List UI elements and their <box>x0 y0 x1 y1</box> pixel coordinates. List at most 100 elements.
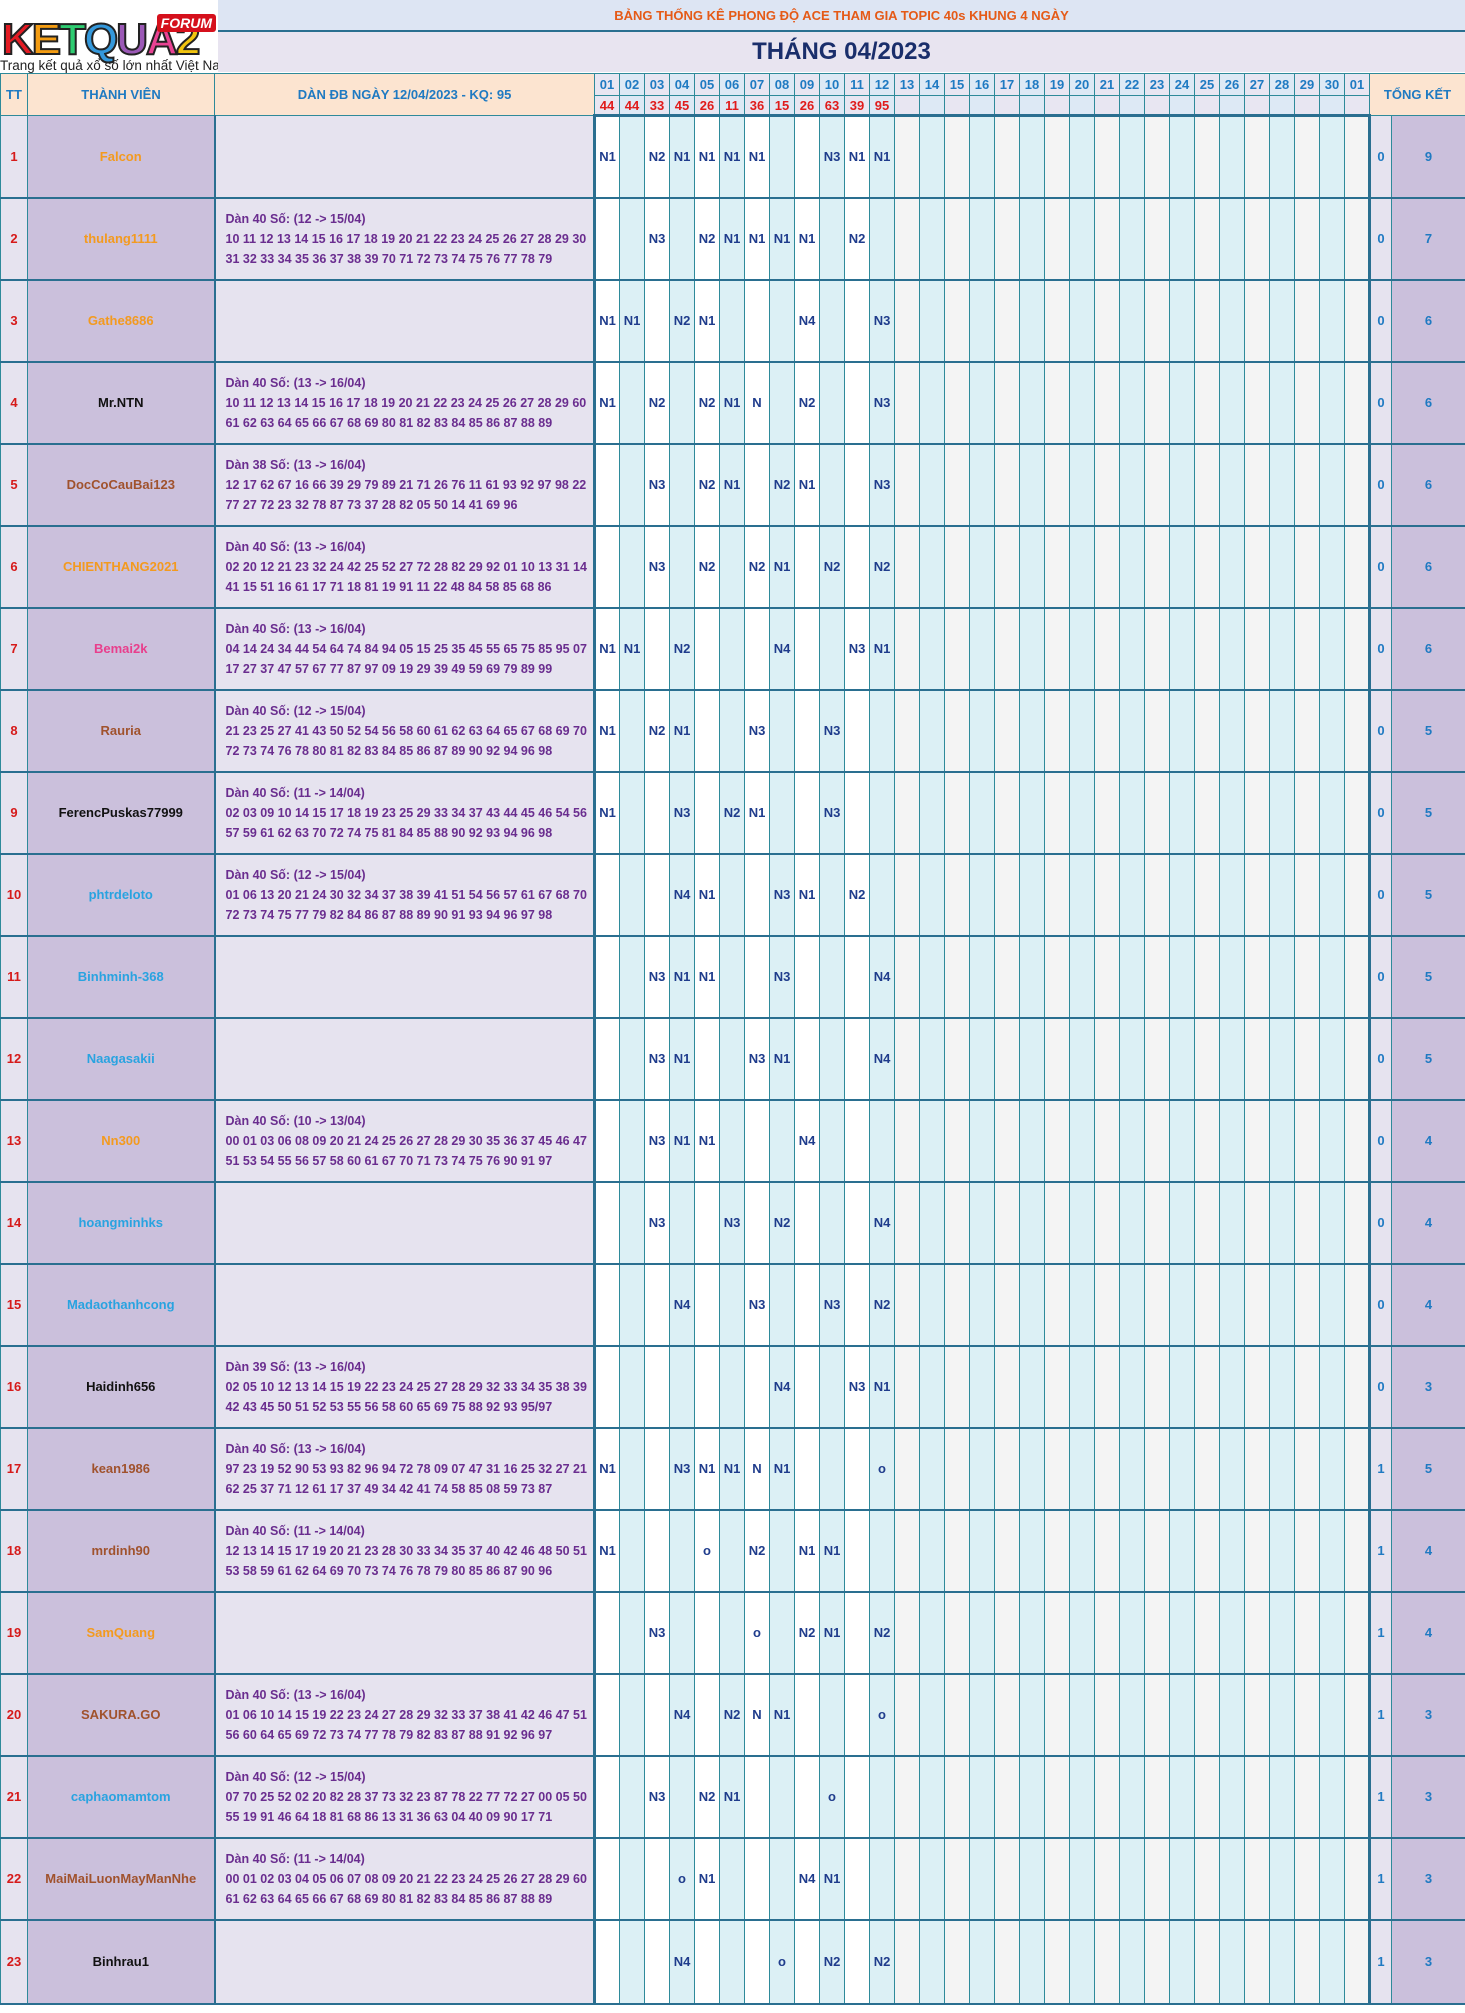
day-cell: N1 <box>694 853 720 937</box>
day-cell <box>969 525 995 609</box>
day-cell <box>969 1591 995 1675</box>
day-cell <box>769 1837 795 1921</box>
day-cell: N2 <box>769 443 795 527</box>
day-cell <box>1144 361 1170 445</box>
day-cell <box>844 1509 870 1593</box>
day-cell <box>1169 361 1195 445</box>
day-cell <box>1094 443 1120 527</box>
day-cell <box>1144 1755 1170 1839</box>
day-cell: N2 <box>719 771 745 855</box>
day-cell <box>1069 1673 1095 1757</box>
member-name[interactable]: thulang1111 <box>27 197 216 281</box>
member-name[interactable]: caphaomamtom <box>27 1755 216 1839</box>
day-cell <box>769 1755 795 1839</box>
day-cell <box>1169 607 1195 691</box>
day-cell <box>1094 689 1120 773</box>
member-name[interactable]: Mr.NTN <box>27 361 216 445</box>
member-name[interactable]: Haidinh656 <box>27 1345 216 1429</box>
member-name[interactable]: mrdinh90 <box>27 1509 216 1593</box>
day-cell <box>1044 1919 1070 2005</box>
day-cell <box>719 525 745 609</box>
table-row: 21 caphaomamtom Dàn 40 Số: (12 -> 15/04) 07… <box>0 1755 1465 1839</box>
member-name[interactable]: Binhrau1 <box>27 1919 216 2005</box>
day-cell <box>1269 853 1295 937</box>
day-cell <box>719 279 745 363</box>
day-cell <box>1194 1919 1220 2005</box>
day-cell <box>1069 279 1095 363</box>
day-cell <box>794 1181 820 1265</box>
member-name[interactable]: SAKURA.GO <box>27 1673 216 1757</box>
day-result <box>1019 95 1045 117</box>
total-hit: 1 <box>1368 1509 1392 1593</box>
member-name[interactable]: Madaothanhcong <box>27 1263 216 1347</box>
day-cell <box>844 771 870 855</box>
member-name[interactable]: DocCoCauBai123 <box>27 443 216 527</box>
member-name[interactable]: hoangminhks <box>27 1181 216 1265</box>
member-name[interactable]: phtrdeloto <box>27 853 216 937</box>
day-cell <box>644 1919 670 2005</box>
total-score: 4 <box>1390 1181 1465 1265</box>
day-cell: N4 <box>794 279 820 363</box>
total-hit: 0 <box>1368 689 1392 773</box>
day-cell <box>1069 1181 1095 1265</box>
day-cell: N1 <box>869 1345 895 1429</box>
row-number: 14 <box>0 1181 28 1265</box>
day-cell <box>894 689 920 773</box>
day-cell <box>894 771 920 855</box>
member-name[interactable]: Naagasakii <box>27 1017 216 1101</box>
day-cell <box>1044 1099 1070 1183</box>
day-cell: N1 <box>669 689 695 773</box>
day-cell <box>1019 1673 1045 1757</box>
day-cell <box>1119 771 1145 855</box>
day-cell <box>1119 279 1145 363</box>
member-name[interactable]: kean1986 <box>27 1427 216 1511</box>
member-name[interactable]: FerencPuskas77999 <box>27 771 216 855</box>
day-result: 44 <box>594 95 620 117</box>
day-cell <box>1294 115 1320 199</box>
day-header: 01 <box>1344 73 1370 96</box>
day-cell: N3 <box>819 689 845 773</box>
dan-line: Dàn 40 Số: (13 -> 16/04) <box>225 375 366 390</box>
member-name[interactable]: CHIENTHANG2021 <box>27 525 216 609</box>
member-name[interactable]: Bemai2k <box>27 607 216 691</box>
day-cell: N4 <box>669 853 695 937</box>
day-cell <box>894 853 920 937</box>
day-cell <box>1169 1755 1195 1839</box>
dan-cell <box>214 935 596 1019</box>
day-cell <box>1119 1263 1145 1347</box>
logo-letter: U <box>115 14 149 65</box>
day-cell <box>944 1345 970 1429</box>
day-result: 11 <box>719 95 745 117</box>
member-name[interactable]: Gathe8686 <box>27 279 216 363</box>
day-header: 20 <box>1069 73 1095 96</box>
day-cell: N1 <box>694 1099 720 1183</box>
member-name[interactable]: MaiMaiLuonMayManNhe <box>27 1837 216 1921</box>
day-cell <box>1194 1591 1220 1675</box>
day-cell <box>1144 279 1170 363</box>
day-cell <box>844 1919 870 2005</box>
dan-line: 02 20 12 21 23 32 24 42 25 52 27 72 28 8… <box>225 559 587 574</box>
member-name[interactable]: SamQuang <box>27 1591 216 1675</box>
day-cell <box>1094 1181 1120 1265</box>
member-name[interactable]: Rauria <box>27 689 216 773</box>
row-number: 3 <box>0 279 28 363</box>
table-row: 2 thulang1111 Dàn 40 Số: (12 -> 15/04) 10 1… <box>0 197 1465 281</box>
day-cell <box>994 279 1020 363</box>
member-name[interactable]: Binhminh-368 <box>27 935 216 1019</box>
dan-line: 00 01 03 06 08 09 20 21 24 25 26 27 28 2… <box>225 1133 587 1148</box>
day-cell <box>1069 853 1095 937</box>
dan-cell: Dàn 40 Số: (11 -> 14/04) 12 13 14 15 17 1… <box>214 1509 596 1593</box>
day-cell <box>794 607 820 691</box>
day-cell <box>1244 1673 1270 1757</box>
member-name[interactable]: Nn300 <box>27 1099 216 1183</box>
day-cell <box>594 1591 620 1675</box>
day-cell <box>1144 443 1170 527</box>
member-name[interactable]: Falcon <box>27 115 216 199</box>
day-cell <box>744 853 770 937</box>
total-hit: 0 <box>1368 1017 1392 1101</box>
day-cell: N3 <box>644 935 670 1019</box>
day-cell <box>1169 771 1195 855</box>
day-cell: N2 <box>744 1509 770 1593</box>
